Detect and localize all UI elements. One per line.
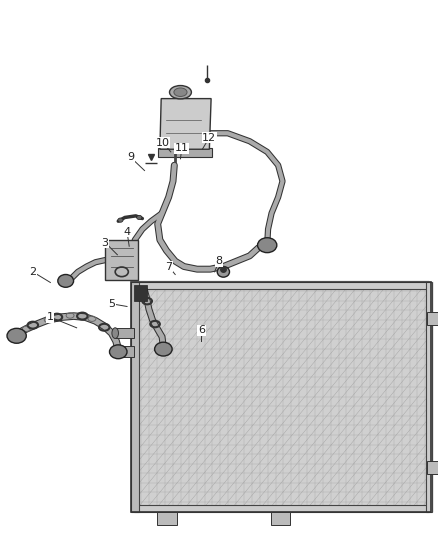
Bar: [427, 312, 438, 325]
Ellipse shape: [174, 88, 187, 96]
Bar: [134, 282, 429, 512]
Ellipse shape: [258, 238, 277, 253]
Text: 10: 10: [156, 138, 170, 148]
Bar: [426, 282, 432, 512]
Text: 2: 2: [29, 267, 36, 277]
Ellipse shape: [7, 328, 26, 343]
Ellipse shape: [118, 218, 123, 222]
Bar: [134, 282, 429, 289]
Bar: [157, 512, 177, 525]
Text: 4: 4: [124, 227, 131, 237]
Bar: [131, 282, 139, 512]
Bar: [158, 148, 212, 157]
Bar: [115, 328, 134, 338]
Bar: [134, 505, 429, 512]
Ellipse shape: [112, 328, 118, 338]
Text: 6: 6: [198, 326, 205, 335]
Ellipse shape: [155, 342, 172, 356]
Text: 3: 3: [102, 238, 109, 247]
Ellipse shape: [110, 345, 127, 359]
Bar: [427, 461, 438, 474]
Text: 8: 8: [215, 256, 223, 266]
Text: 7: 7: [165, 262, 172, 271]
Ellipse shape: [170, 85, 191, 99]
Text: 12: 12: [202, 133, 216, 142]
Text: 5: 5: [108, 299, 115, 309]
Bar: [105, 240, 138, 280]
Text: 9: 9: [127, 152, 134, 162]
Ellipse shape: [217, 266, 230, 277]
Bar: [134, 285, 147, 301]
Text: 11: 11: [175, 143, 189, 153]
Text: 1: 1: [47, 312, 54, 322]
Ellipse shape: [137, 215, 142, 220]
Polygon shape: [160, 99, 211, 149]
Bar: [131, 282, 431, 512]
Bar: [115, 346, 134, 357]
Bar: [271, 512, 290, 525]
Ellipse shape: [58, 274, 74, 287]
Ellipse shape: [112, 346, 118, 357]
